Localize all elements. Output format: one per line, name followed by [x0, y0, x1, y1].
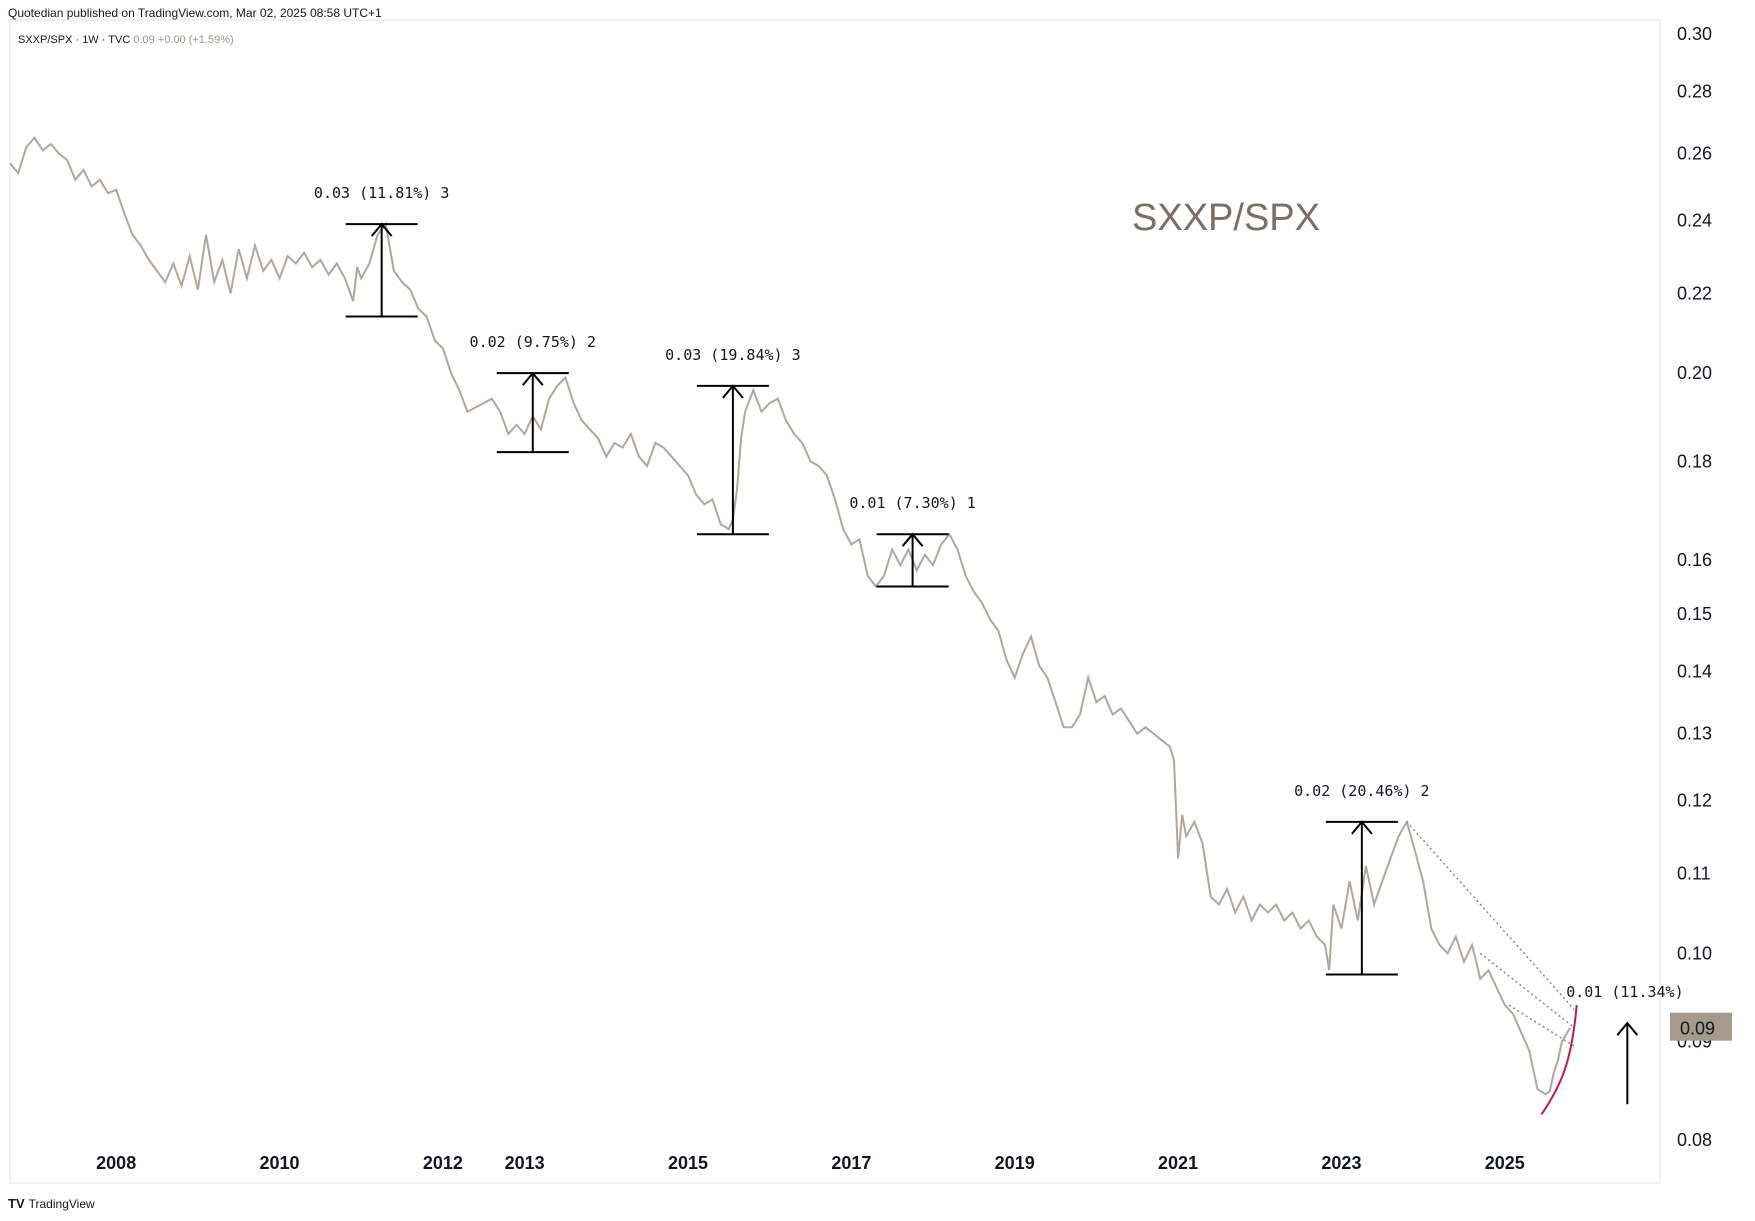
y-tick-label: 0.22: [1677, 283, 1712, 303]
symbol-legend: SXXP/SPX · 1W · TVC 0.09 +0.00 (+1.59%): [18, 34, 234, 46]
x-tick-label: 2025: [1485, 1153, 1525, 1173]
tradingview-logo-icon: TV: [8, 1196, 25, 1211]
x-tick-label: 2015: [668, 1153, 708, 1173]
time-axis[interactable]: 2008 2010 2012 2013 2015 2017 2019 2021 2023 2025: [96, 1153, 1525, 1173]
chart-title: SXXP/SPX: [1132, 197, 1320, 239]
measure-label: 0.02 (20.46%) 2: [1294, 782, 1429, 800]
measure-annotation: 0.03 (19.84%) 3: [665, 346, 801, 536]
price-axis[interactable]: 0.30 0.28 0.26 0.24 0.22 0.20 0.18 0.16 0.15 0.14…: [1677, 24, 1712, 1150]
trendlines: [1406, 821, 1575, 1047]
measure-annotation: 0.02 (9.75%) 2: [470, 333, 596, 454]
y-tick-label: 0.11: [1677, 864, 1711, 884]
price-line: [9, 136, 1571, 1096]
published-header: Quotedian published on TradingView.com, …: [8, 6, 382, 20]
y-tick-label: 0.28: [1677, 82, 1712, 102]
x-tick-label: 2021: [1158, 1153, 1198, 1173]
footer-brand[interactable]: TV TradingView: [8, 1196, 95, 1211]
measure-label: 0.01 (11.34%): [1566, 983, 1683, 1001]
measure-annotations: 0.03 (11.81%) 3 0.02 (9.75%) 2 0.03 (19.84…: [314, 184, 1684, 1105]
brand-name: TradingView: [28, 1196, 95, 1211]
last-value: 0.09 +0.00 (+1.59%): [133, 34, 234, 46]
momentum-curve: [1540, 1005, 1578, 1115]
y-tick-label: 0.08: [1677, 1130, 1712, 1150]
y-tick-label: 0.26: [1677, 144, 1712, 164]
y-tick-label: 0.18: [1677, 451, 1712, 471]
measure-label: 0.02 (9.75%) 2: [470, 333, 596, 351]
measure-label: 0.01 (7.30%) 1: [849, 494, 975, 512]
measure-annotation: 0.01 (11.34%): [1566, 983, 1684, 1105]
y-tick-label: 0.12: [1677, 791, 1712, 811]
x-tick-label: 2017: [831, 1153, 871, 1173]
y-tick-label: 0.15: [1677, 604, 1712, 624]
price-tag: 0.09: [1670, 1012, 1732, 1041]
y-tick-label: 0.24: [1677, 211, 1712, 231]
measure-annotation: 0.03 (11.81%) 3: [314, 184, 449, 318]
price-tag-label: 0.09: [1680, 1019, 1715, 1039]
y-tick-label: 0.20: [1677, 363, 1712, 383]
y-tick-label: 0.16: [1677, 550, 1712, 570]
x-tick-label: 2023: [1321, 1153, 1361, 1173]
x-tick-label: 2019: [995, 1153, 1035, 1173]
symbol-name: SXXP/SPX · 1W · TVC: [18, 34, 131, 46]
x-tick-label: 2008: [96, 1153, 136, 1173]
y-tick-label: 0.30: [1677, 24, 1712, 44]
measure-annotation: 0.02 (20.46%) 2: [1294, 782, 1430, 976]
measure-label: 0.03 (11.81%) 3: [314, 184, 449, 202]
measure-label: 0.03 (19.84%) 3: [665, 346, 800, 364]
x-tick-label: 2012: [423, 1153, 463, 1173]
price-tag-box: [1670, 1012, 1732, 1041]
x-tick-label: 2013: [505, 1153, 545, 1173]
trendline: [1406, 821, 1575, 1011]
y-tick-label: 0.13: [1677, 724, 1712, 744]
plot-border: [9, 19, 1661, 1184]
measure-annotation: 0.01 (7.30%) 1: [849, 494, 976, 588]
y-tick-label: 0.10: [1677, 943, 1712, 963]
x-tick-label: 2010: [260, 1153, 300, 1173]
arrow-up-icon: [1616, 1021, 1639, 1036]
y-tick-label: 0.14: [1677, 662, 1712, 682]
